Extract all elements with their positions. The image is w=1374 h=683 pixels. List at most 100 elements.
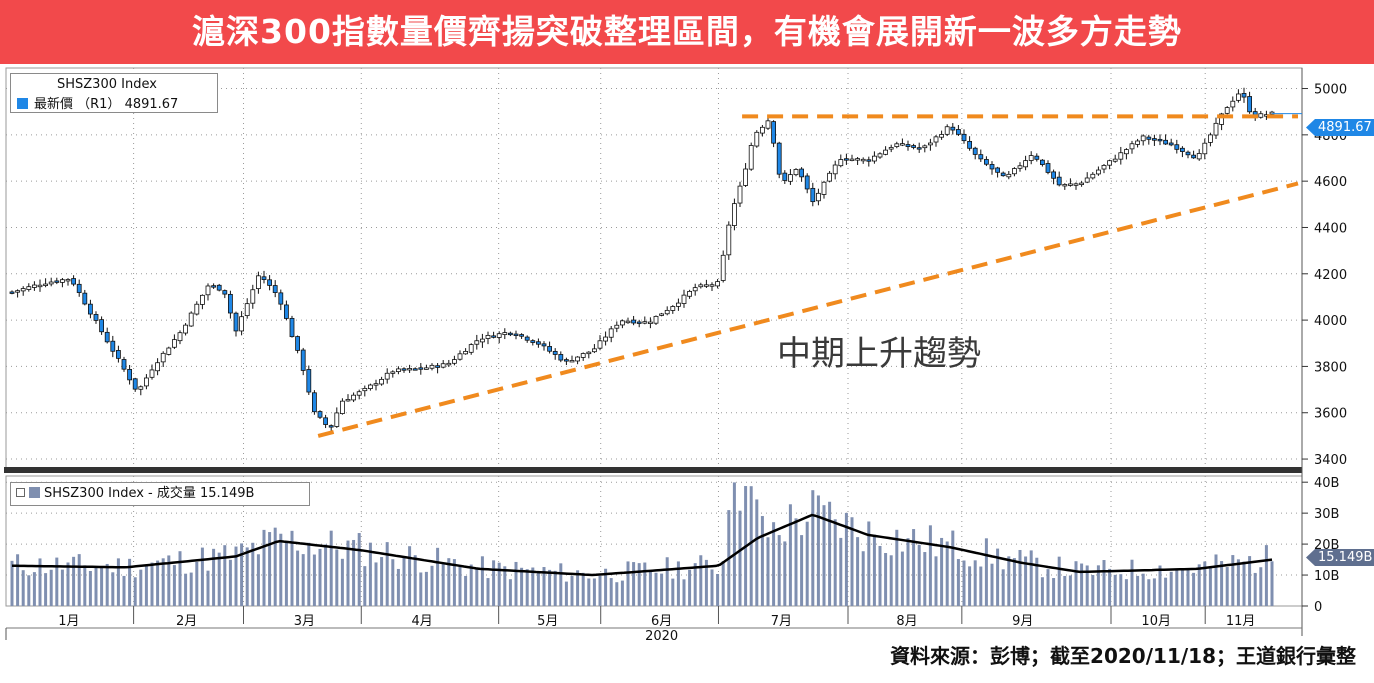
candle-body bbox=[1012, 168, 1017, 175]
volume-bar bbox=[615, 582, 619, 606]
candle-body bbox=[810, 187, 816, 203]
source-note: 資料來源：彭博；截至2020/11/18；王道銀行彙整 bbox=[890, 644, 1356, 668]
volume-bar bbox=[111, 572, 115, 606]
volume-bar bbox=[268, 532, 272, 606]
volume-bar bbox=[1074, 561, 1078, 606]
candle-body bbox=[793, 169, 799, 176]
x-year-label: 2020 bbox=[645, 629, 678, 640]
candle-body bbox=[1073, 183, 1079, 186]
last-volume-tag: 15.149B bbox=[1306, 549, 1374, 566]
candle-body bbox=[676, 302, 681, 307]
volume-bar bbox=[402, 557, 406, 606]
x-tick-label: 6月 bbox=[651, 614, 672, 629]
candle-body bbox=[519, 334, 524, 337]
price-tick-label: 4000 bbox=[1314, 314, 1347, 329]
candle-body bbox=[211, 285, 217, 288]
candle-body bbox=[407, 368, 413, 371]
volume-bar bbox=[128, 558, 132, 606]
candle-body bbox=[1185, 151, 1191, 156]
volume-bar bbox=[430, 565, 434, 606]
volume-bar bbox=[217, 552, 221, 606]
volume-bar bbox=[262, 529, 266, 606]
candle-body bbox=[939, 134, 944, 138]
volume-bar bbox=[100, 567, 104, 606]
volume-bar bbox=[38, 558, 42, 606]
volume-bar bbox=[531, 567, 535, 606]
candle-body bbox=[261, 276, 267, 280]
candle-body bbox=[127, 369, 132, 381]
candle-body bbox=[631, 319, 636, 324]
chart-area: 340036003800400042004400460048005000010B… bbox=[4, 67, 1347, 640]
volume-bar bbox=[581, 572, 585, 606]
volume-bar bbox=[900, 551, 904, 606]
candle-body bbox=[227, 293, 233, 314]
volume-bar bbox=[654, 572, 658, 606]
price-tick-label: 4600 bbox=[1314, 175, 1347, 190]
volume-bar bbox=[536, 572, 540, 606]
volume-bar bbox=[318, 548, 322, 606]
volume-bar bbox=[884, 553, 888, 606]
candle-body bbox=[1040, 159, 1045, 165]
volume-bar bbox=[833, 519, 837, 606]
volume-bar bbox=[626, 561, 630, 606]
candle-body bbox=[692, 287, 698, 292]
volume-bar bbox=[1147, 579, 1151, 606]
candle-body bbox=[911, 145, 916, 148]
candle-body bbox=[849, 158, 855, 161]
volume-bar bbox=[139, 569, 143, 606]
volume-bar bbox=[962, 560, 966, 606]
volume-tick-label: 10B bbox=[1314, 569, 1339, 584]
volume-bar bbox=[1068, 575, 1072, 606]
volume-bar bbox=[1192, 572, 1196, 606]
volume-bar bbox=[1130, 559, 1134, 606]
volume-bar bbox=[1180, 568, 1184, 606]
volume-bar bbox=[94, 567, 98, 606]
volume-bar bbox=[990, 563, 994, 606]
volume-bar bbox=[671, 578, 675, 606]
volume-bar bbox=[178, 551, 182, 606]
volume-bar bbox=[1164, 577, 1168, 606]
volume-bar bbox=[1085, 565, 1089, 606]
candle-body bbox=[905, 144, 911, 147]
volume-bar bbox=[307, 542, 311, 606]
volume-bar bbox=[290, 530, 294, 606]
price-tick-label: 3600 bbox=[1314, 407, 1347, 422]
candle-body bbox=[776, 142, 782, 175]
volume-bar bbox=[732, 482, 736, 606]
volume-bar bbox=[800, 535, 804, 606]
volume-bar bbox=[10, 560, 14, 606]
volume-bar bbox=[945, 541, 949, 606]
candle-body bbox=[681, 294, 687, 304]
volume-bar bbox=[592, 578, 596, 606]
volume-bar bbox=[895, 529, 899, 606]
candle-body bbox=[961, 133, 967, 142]
volume-bar bbox=[1091, 575, 1095, 606]
volume-bar bbox=[872, 534, 876, 606]
x-tick-label: 8月 bbox=[896, 614, 917, 629]
volume-bar bbox=[704, 559, 708, 606]
volume-bar bbox=[716, 573, 720, 606]
candle-body bbox=[1168, 142, 1174, 146]
candle-body bbox=[267, 279, 273, 286]
candle-body bbox=[916, 147, 922, 150]
candle-body bbox=[715, 281, 720, 287]
candle-body bbox=[816, 192, 821, 202]
candle-body bbox=[401, 368, 407, 371]
volume-bar bbox=[279, 533, 283, 606]
volume-bar bbox=[1024, 556, 1028, 606]
volume-bar bbox=[391, 559, 395, 606]
candle-body bbox=[278, 292, 284, 305]
volume-bar bbox=[721, 561, 725, 606]
candle-body bbox=[199, 294, 205, 305]
volume-bar bbox=[1214, 554, 1218, 606]
volume-bar bbox=[951, 530, 955, 606]
candle-body bbox=[760, 126, 765, 134]
volume-bar bbox=[525, 569, 529, 606]
volume-bar bbox=[66, 562, 70, 606]
volume-bar bbox=[1046, 569, 1050, 606]
volume-bar bbox=[503, 566, 507, 606]
volume-bar bbox=[766, 537, 770, 606]
volume-bar bbox=[475, 568, 479, 606]
candle-body bbox=[603, 336, 608, 342]
candle-body bbox=[592, 348, 597, 353]
